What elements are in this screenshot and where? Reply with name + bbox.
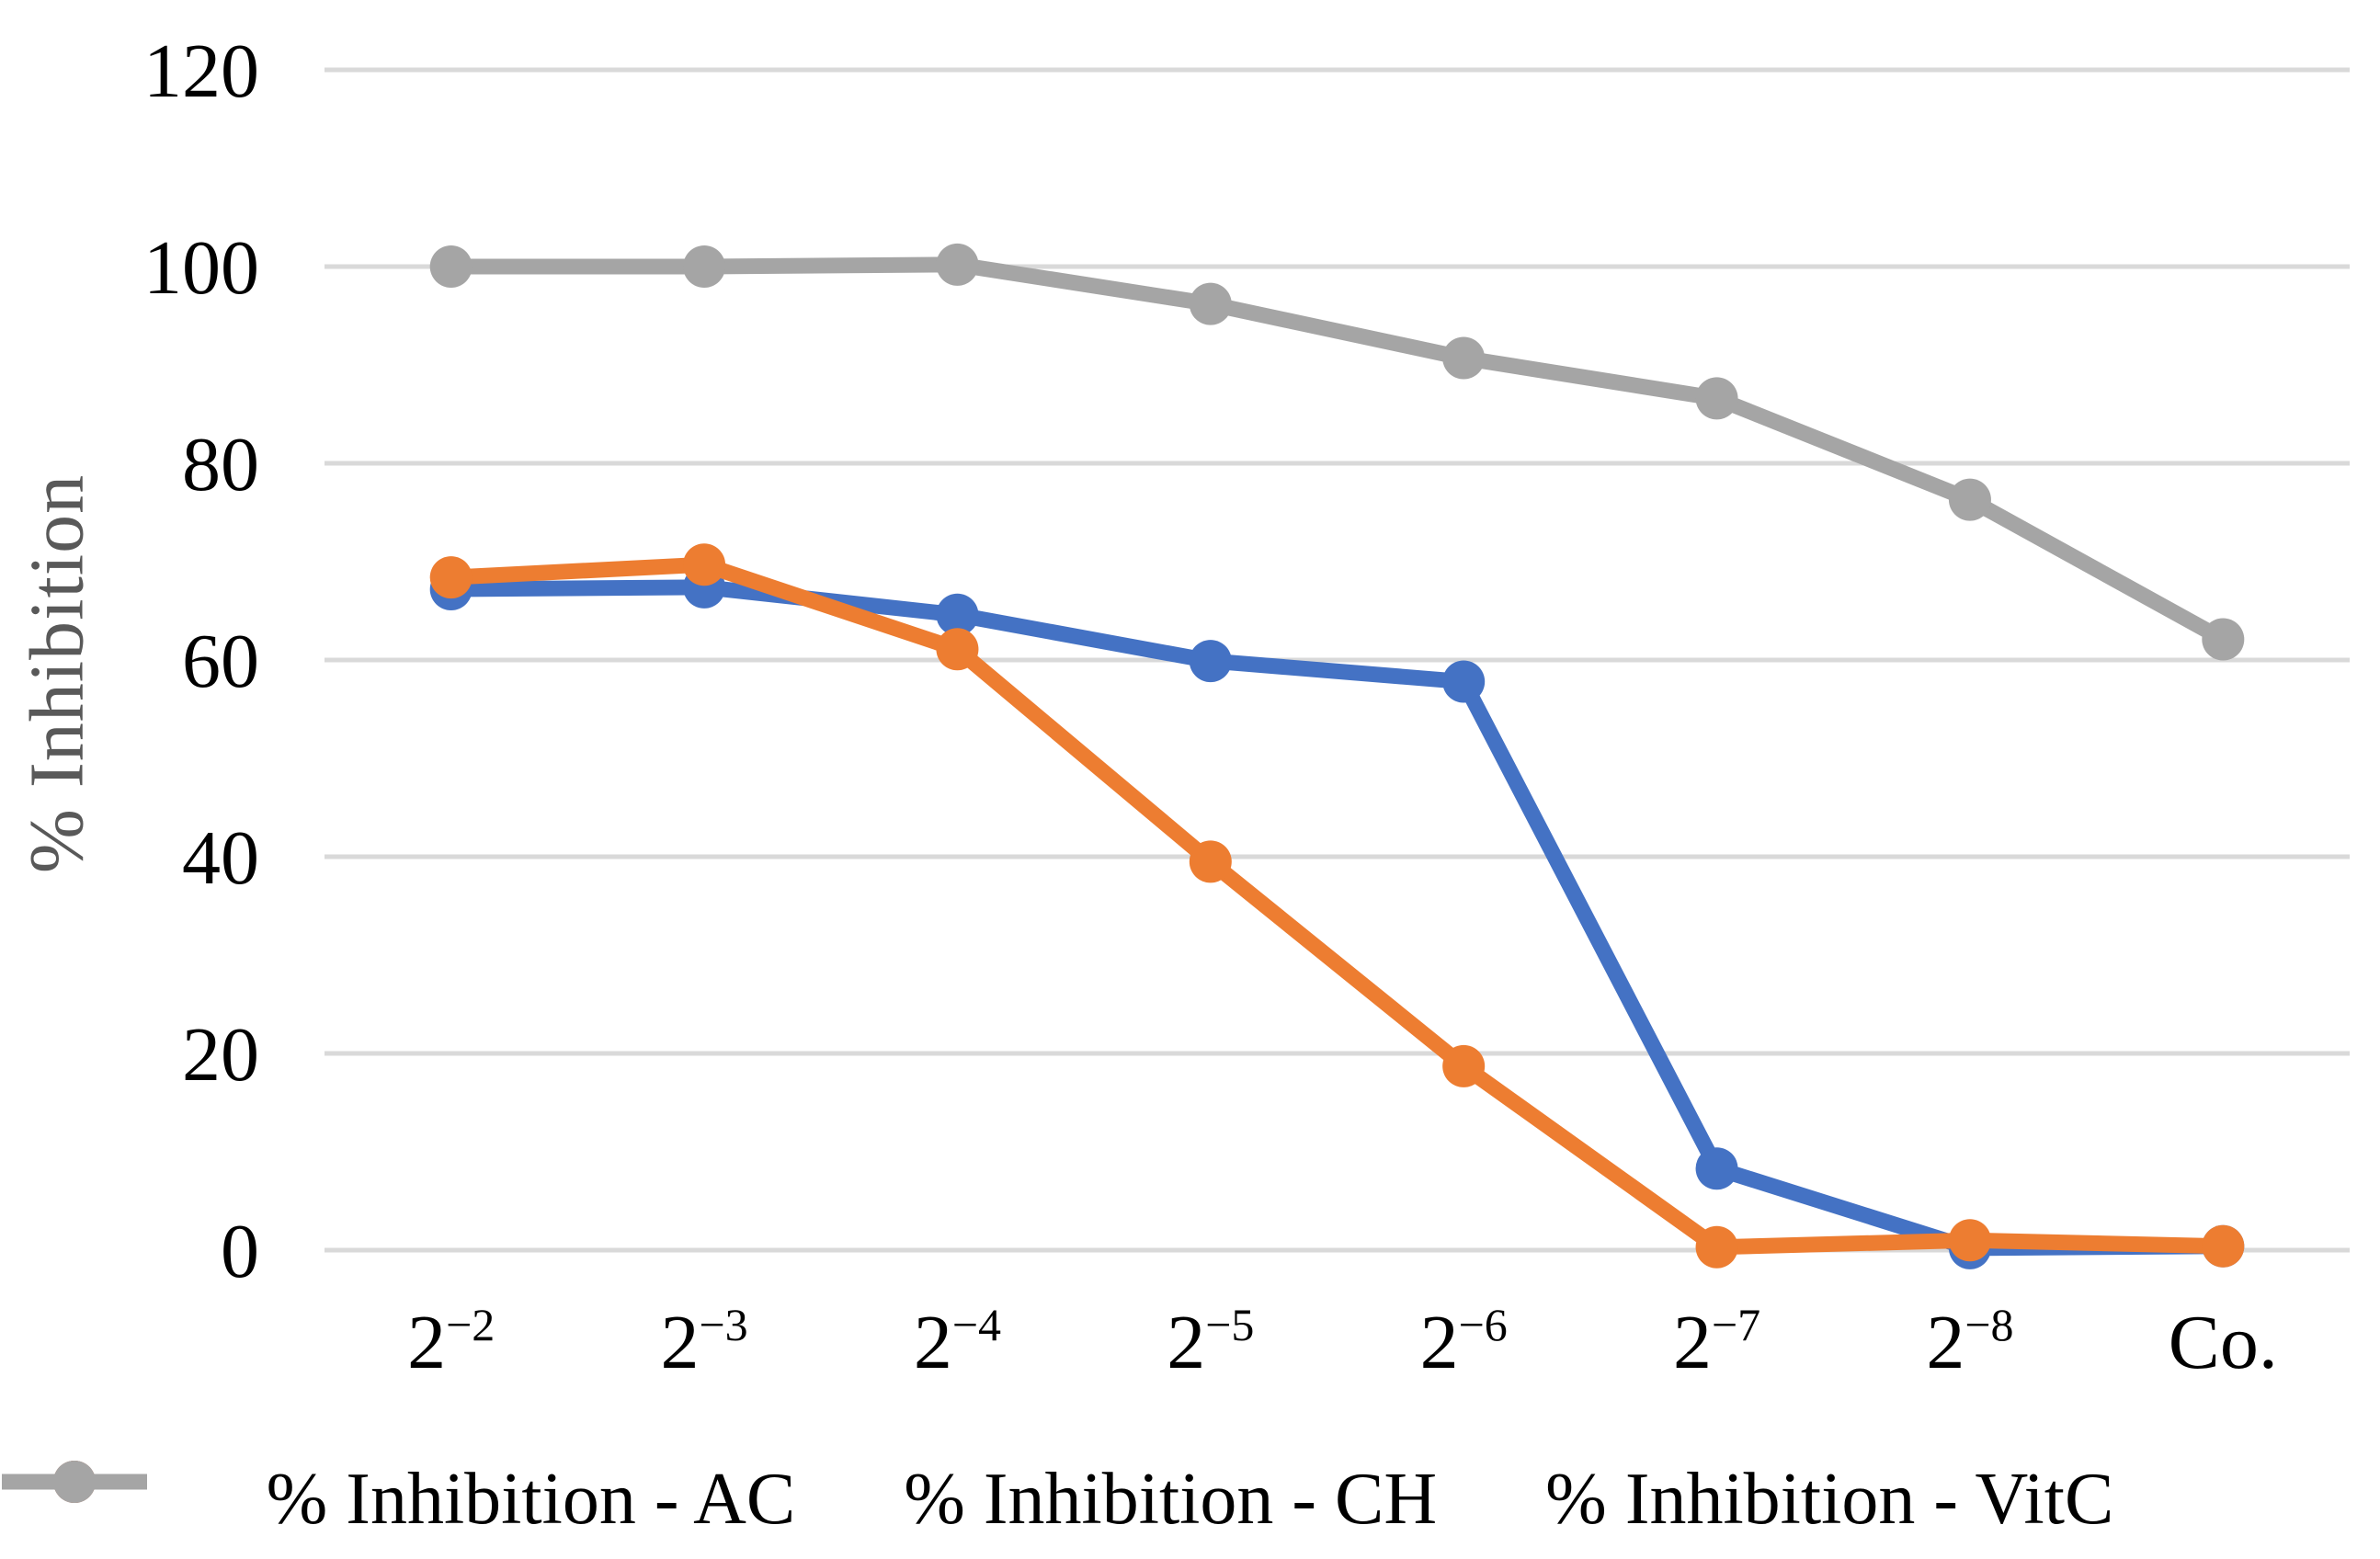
legend-item: % Inhibition - CH bbox=[2, 1458, 1438, 1542]
y-axis-tick-label: 120 bbox=[143, 28, 259, 114]
data-point-marker bbox=[1442, 660, 1486, 703]
legend-item-label: % Inhibition - AC bbox=[266, 1459, 796, 1540]
y-axis-tick-label: 40 bbox=[182, 815, 259, 901]
data-point-marker bbox=[1695, 1147, 1738, 1190]
data-point-marker bbox=[2202, 1224, 2245, 1268]
y-axis-tick-label: 20 bbox=[182, 1012, 259, 1098]
x-axis-category-label: 2−7 bbox=[1673, 1299, 1760, 1385]
x-axis-category-label: 2−4 bbox=[914, 1299, 1001, 1385]
data-point-marker bbox=[1695, 1225, 1738, 1269]
data-point-marker bbox=[1948, 1219, 1991, 1262]
x-axis-category-label: 2−8 bbox=[1926, 1299, 2013, 1385]
data-point-marker bbox=[1695, 377, 1738, 420]
data-point-marker bbox=[936, 593, 979, 636]
data-point-marker bbox=[1189, 282, 1232, 325]
series-line bbox=[443, 579, 2231, 1257]
data-point-marker bbox=[429, 556, 473, 599]
data-point-marker bbox=[1189, 840, 1232, 883]
data-point-marker bbox=[1442, 336, 1486, 380]
legend-line-marker-icon bbox=[2, 1461, 147, 1503]
data-point-marker bbox=[1189, 640, 1232, 683]
legend-item-label: % Inhibition - CH bbox=[904, 1459, 1438, 1540]
chart-legend: % Inhibition - AC % Inhibition - CH % In… bbox=[0, 1458, 2380, 1542]
legend-item: % Inhibition - AC bbox=[2, 1458, 796, 1542]
y-axis-tick-label: 100 bbox=[143, 225, 259, 311]
data-point-marker bbox=[683, 245, 726, 288]
y-axis-title: % Inhibition bbox=[14, 473, 100, 874]
y-axis-tick-label: 80 bbox=[182, 422, 259, 507]
data-point-marker bbox=[936, 628, 979, 671]
data-point-marker bbox=[1948, 478, 1991, 521]
data-point-marker bbox=[936, 243, 979, 286]
data-point-marker bbox=[429, 245, 473, 288]
y-axis-tick-label: 0 bbox=[221, 1209, 259, 1294]
legend-item: % Inhibition - VitC bbox=[2, 1458, 2114, 1542]
x-axis-category-label: Co. bbox=[2169, 1300, 2278, 1385]
y-axis-tick-label: 60 bbox=[182, 619, 259, 704]
series-line bbox=[443, 256, 2231, 648]
data-point-marker bbox=[1442, 1044, 1486, 1087]
x-axis-category-label: 2−2 bbox=[407, 1299, 495, 1385]
data-point-marker bbox=[683, 543, 726, 586]
x-axis-category-label: 2−3 bbox=[660, 1299, 747, 1385]
series-line bbox=[443, 556, 2231, 1256]
x-axis-category-label: 2−6 bbox=[1420, 1299, 1508, 1385]
x-axis-category-label: 2−5 bbox=[1167, 1299, 1254, 1385]
data-point-marker bbox=[2202, 618, 2245, 661]
legend-item-label: % Inhibition - VitC bbox=[1545, 1459, 2114, 1540]
